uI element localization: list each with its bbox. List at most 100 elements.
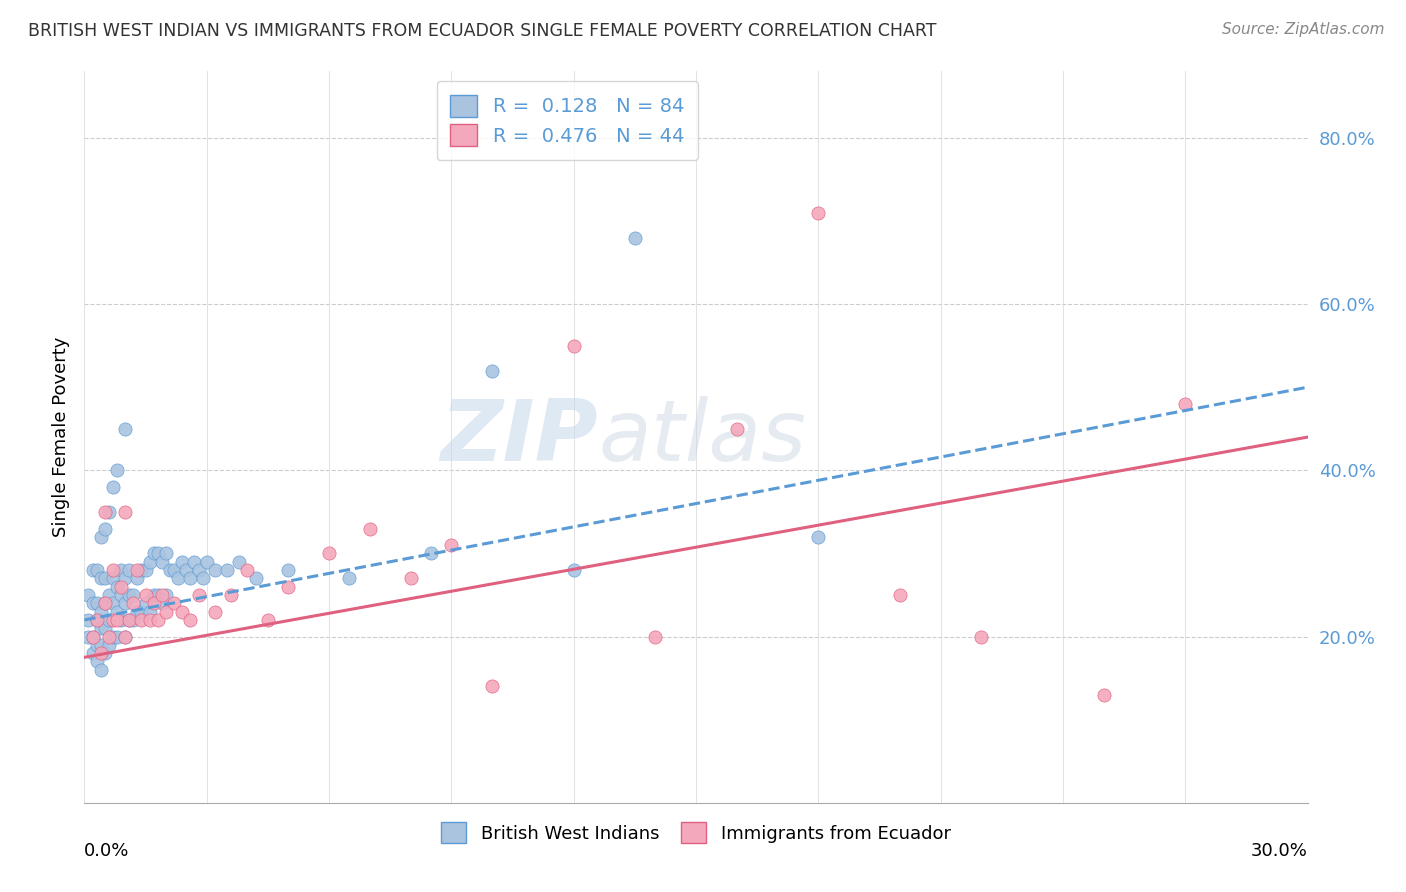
Point	[187, 563, 209, 577]
Point	[339, 571, 361, 585]
Point	[245, 571, 267, 585]
Point	[236, 563, 259, 577]
Point	[191, 571, 214, 585]
Point	[420, 546, 443, 560]
Point	[105, 463, 128, 477]
Point	[127, 571, 149, 585]
Point	[399, 571, 422, 585]
Point	[142, 596, 165, 610]
Point	[105, 630, 128, 644]
Point	[481, 363, 503, 377]
Point	[77, 630, 100, 644]
Y-axis label: Single Female Poverty: Single Female Poverty	[52, 337, 70, 537]
Text: 0.0%: 0.0%	[84, 842, 129, 860]
Point	[90, 621, 112, 635]
Point	[101, 563, 124, 577]
Point	[172, 555, 194, 569]
Point	[155, 605, 177, 619]
Point	[90, 646, 112, 660]
Point	[122, 588, 145, 602]
Legend: British West Indians, Immigrants from Ecuador: British West Indians, Immigrants from Ec…	[432, 814, 960, 852]
Point	[179, 571, 201, 585]
Point	[624, 230, 647, 244]
Point	[86, 596, 108, 610]
Point	[187, 588, 209, 602]
Point	[105, 605, 128, 619]
Point	[127, 563, 149, 577]
Point	[86, 655, 108, 669]
Point	[101, 596, 124, 610]
Point	[562, 338, 585, 352]
Point	[127, 605, 149, 619]
Point	[440, 538, 463, 552]
Point	[118, 613, 141, 627]
Point	[155, 546, 177, 560]
Point	[163, 596, 186, 610]
Point	[82, 646, 104, 660]
Point	[110, 563, 132, 577]
Text: atlas: atlas	[598, 395, 806, 479]
Point	[146, 546, 169, 560]
Point	[90, 605, 112, 619]
Point	[122, 613, 145, 627]
Text: ZIP: ZIP	[440, 395, 598, 479]
Text: BRITISH WEST INDIAN VS IMMIGRANTS FROM ECUADOR SINGLE FEMALE POVERTY CORRELATION: BRITISH WEST INDIAN VS IMMIGRANTS FROM E…	[28, 22, 936, 40]
Point	[142, 588, 165, 602]
Point	[118, 563, 141, 577]
Point	[101, 613, 124, 627]
Point	[257, 613, 280, 627]
Point	[167, 571, 190, 585]
Point	[146, 588, 169, 602]
Point	[122, 596, 145, 610]
Point	[97, 613, 120, 627]
Point	[110, 580, 132, 594]
Point	[318, 546, 340, 560]
Point	[118, 588, 141, 602]
Point	[970, 630, 993, 644]
Point	[114, 630, 136, 644]
Point	[114, 505, 136, 519]
Point	[174, 563, 197, 577]
Text: 30.0%: 30.0%	[1251, 842, 1308, 860]
Point	[155, 588, 177, 602]
Point	[93, 596, 115, 610]
Point	[179, 613, 201, 627]
Point	[195, 555, 218, 569]
Point	[481, 680, 503, 694]
Point	[277, 563, 299, 577]
Point	[131, 613, 153, 627]
Point	[101, 571, 124, 585]
Point	[138, 555, 160, 569]
Point	[172, 605, 194, 619]
Point	[86, 563, 108, 577]
Point	[146, 613, 169, 627]
Point	[101, 630, 124, 644]
Point	[135, 563, 157, 577]
Point	[110, 588, 132, 602]
Point	[204, 563, 226, 577]
Point	[82, 563, 104, 577]
Point	[90, 530, 112, 544]
Point	[97, 505, 120, 519]
Point	[138, 613, 160, 627]
Point	[93, 646, 115, 660]
Point	[114, 630, 136, 644]
Point	[807, 530, 830, 544]
Point	[105, 613, 128, 627]
Point	[82, 596, 104, 610]
Text: Source: ZipAtlas.com: Source: ZipAtlas.com	[1222, 22, 1385, 37]
Point	[1174, 397, 1197, 411]
Point	[101, 480, 124, 494]
Point	[644, 630, 666, 644]
Point	[86, 613, 108, 627]
Point	[90, 638, 112, 652]
Point	[110, 613, 132, 627]
Point	[82, 630, 104, 644]
Point	[138, 605, 160, 619]
Point	[142, 546, 165, 560]
Point	[889, 588, 911, 602]
Point	[359, 521, 381, 535]
Point	[131, 563, 153, 577]
Point	[118, 613, 141, 627]
Point	[105, 580, 128, 594]
